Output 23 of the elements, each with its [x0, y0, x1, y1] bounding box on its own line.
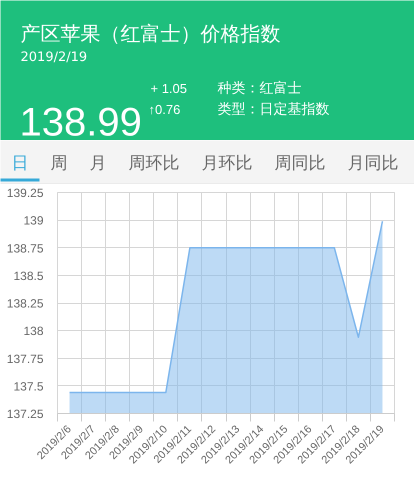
text: 产区苹果（红富士）价格指数 [20, 22, 280, 46]
y-tick-label: 138 [23, 324, 44, 338]
text: 月同比 [348, 154, 398, 174]
text: ↑0.76 [148, 102, 180, 117]
text: 月 [90, 154, 106, 174]
text: 138.99 [20, 100, 142, 144]
text: 种类：红富士 [218, 80, 302, 96]
y-tick-label: 138.25 [6, 296, 44, 310]
text: 日 [12, 154, 28, 174]
y-tick-label: 138.5 [13, 268, 44, 283]
text: 月环比 [202, 154, 252, 174]
y-tick-label: 139 [23, 214, 44, 228]
text: 周 [50, 154, 68, 174]
y-tick-label: 137.25 [6, 407, 44, 421]
y-tick-label: 139.25 [6, 186, 44, 200]
text: 类型：日定基指数 [218, 102, 330, 118]
text: 2019/2/19 [20, 50, 88, 65]
y-tick-label: 138.75 [6, 241, 44, 256]
text: 周同比 [274, 154, 326, 174]
y-tick-label: 137.5 [13, 379, 44, 394]
y-tick-label: 137.75 [6, 352, 44, 366]
text: + 1.05 [150, 81, 188, 96]
text: 周环比 [128, 154, 180, 174]
